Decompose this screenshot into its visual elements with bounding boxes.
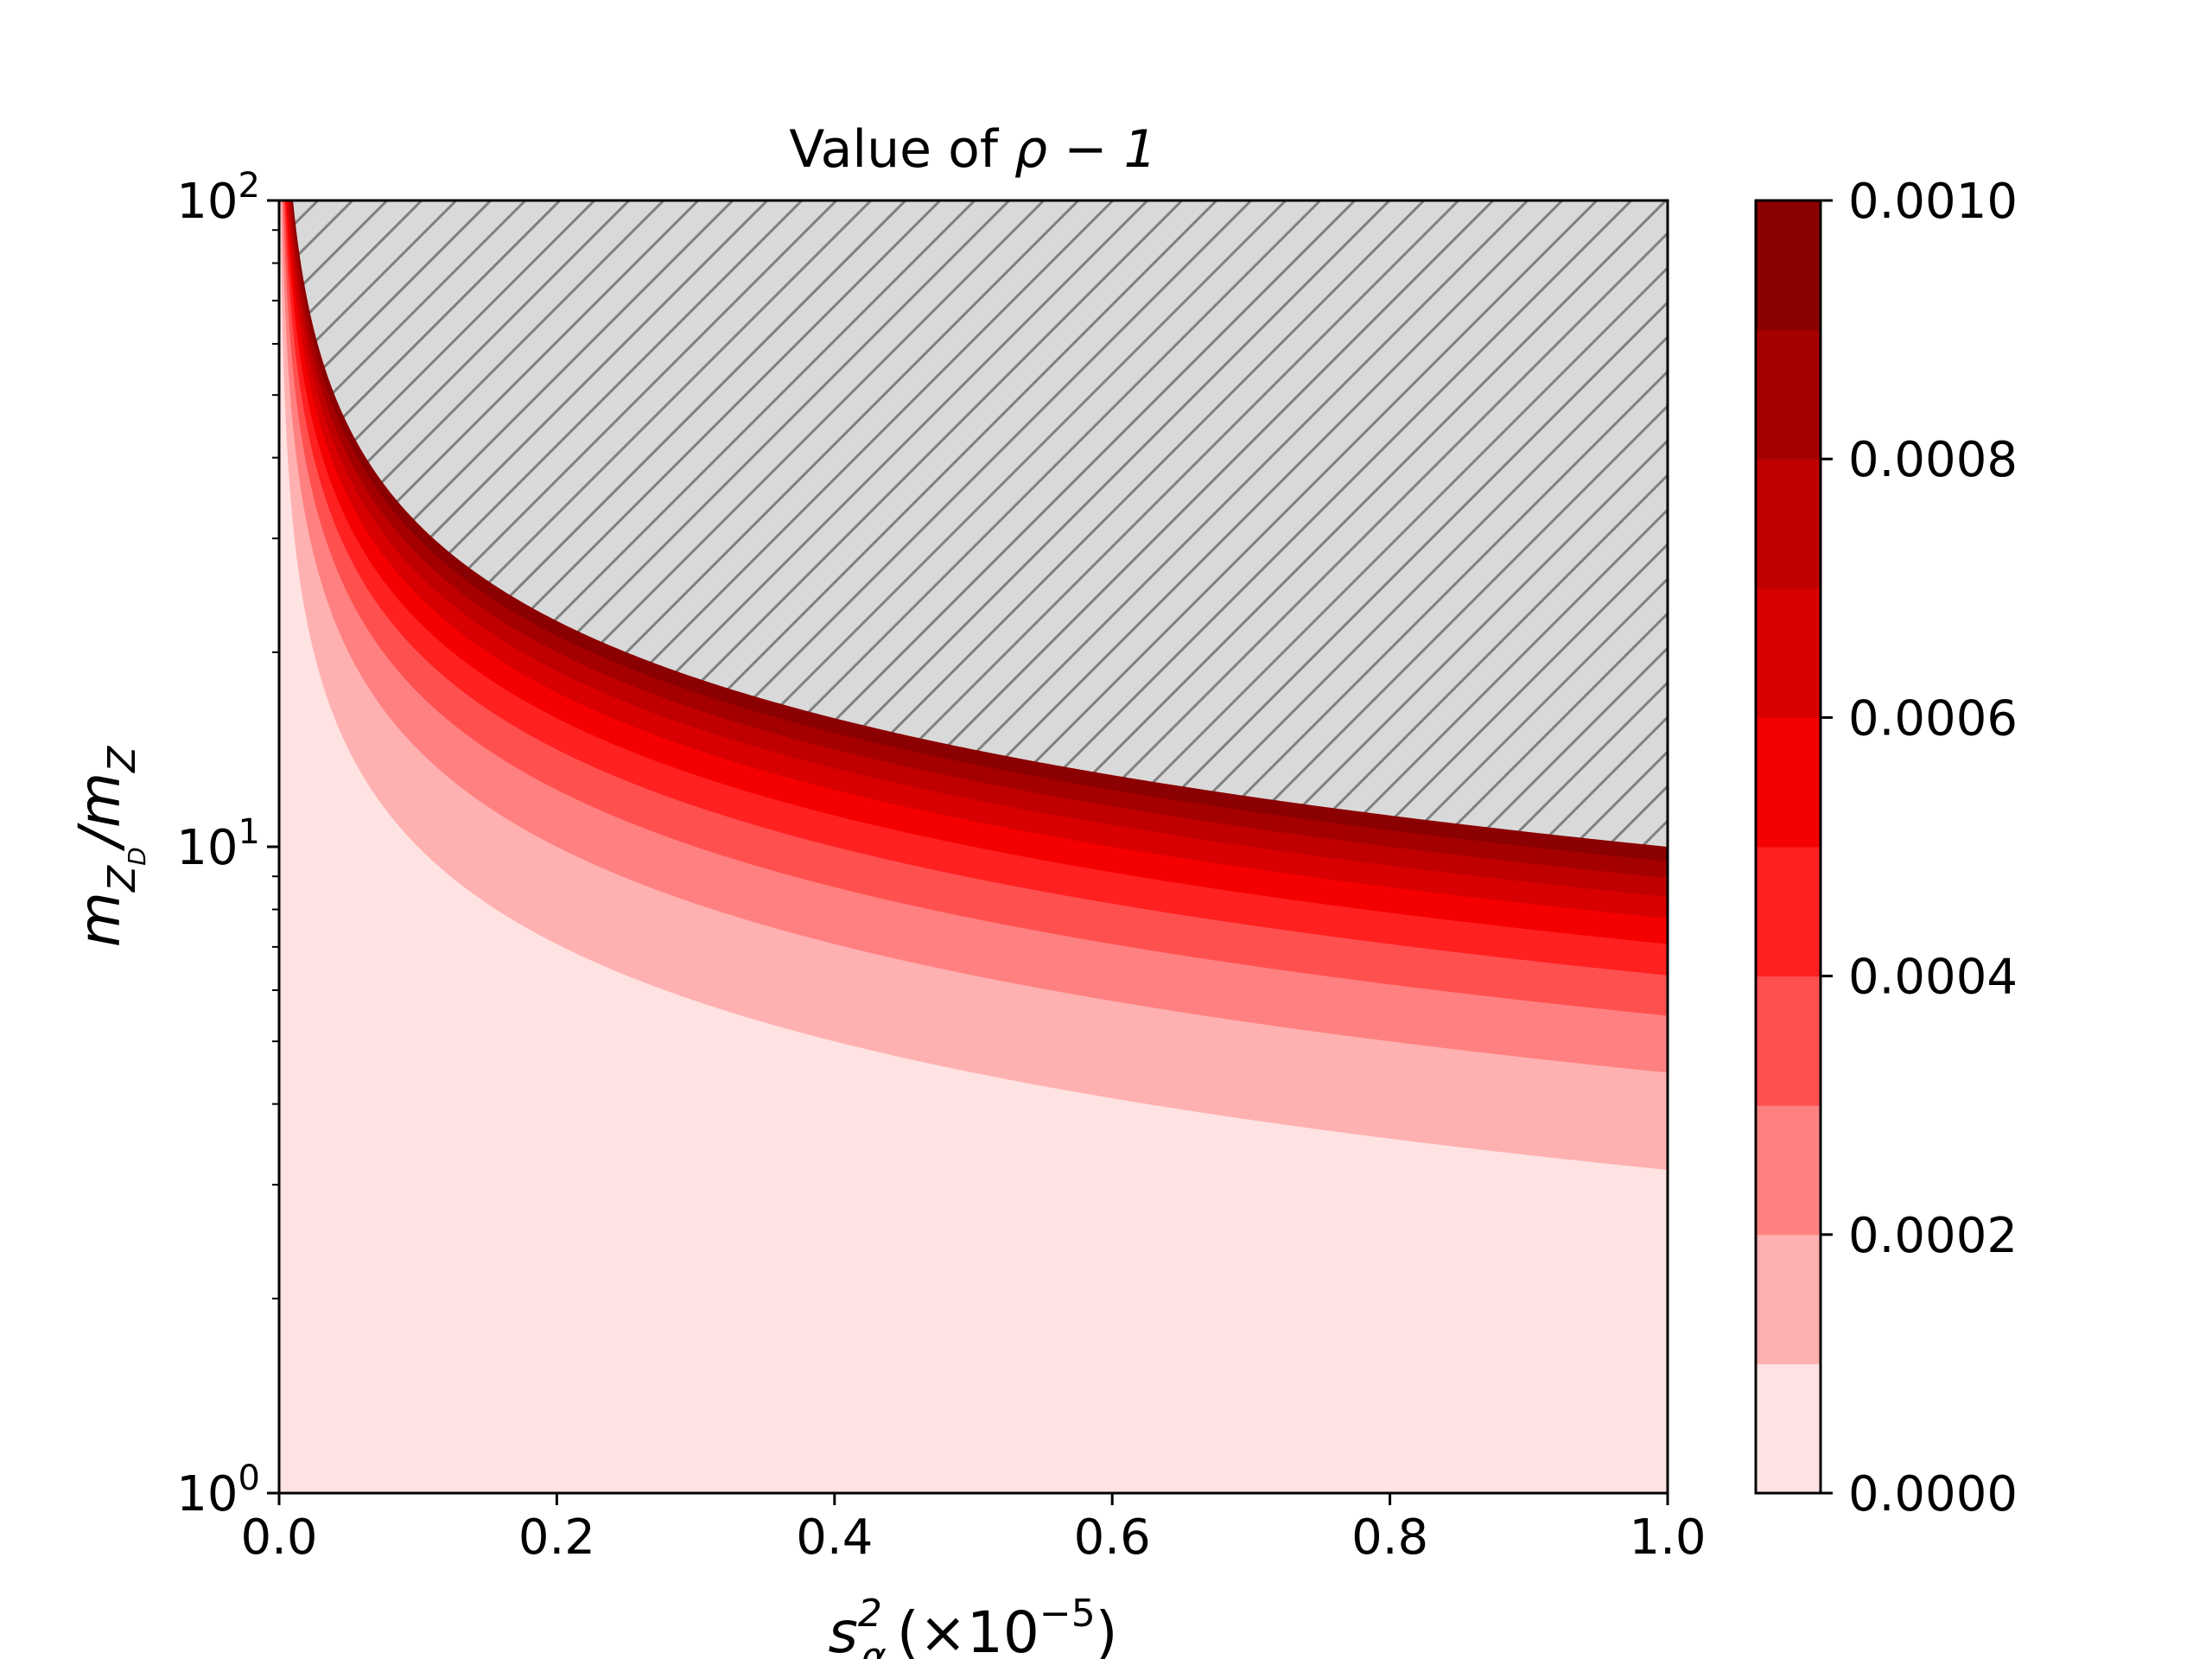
x-tick-label: 0.0: [240, 1510, 317, 1566]
x-tick-label: 0.4: [796, 1510, 873, 1566]
chart-title: Value of ρ − 1: [789, 119, 1156, 180]
colorbar-segment: [1756, 200, 1821, 331]
x-axis: 0.0 0.2 0.4 0.6 0.8 1.0: [240, 1493, 1707, 1566]
y-tick-label: 101: [176, 812, 260, 876]
colorbar-tick-label: 0.0002: [1848, 1208, 2018, 1264]
colorbar-segment: [1756, 976, 1821, 1106]
colorbar-segment: [1756, 588, 1821, 718]
x-tick-label: 1.0: [1629, 1510, 1706, 1566]
colorbar-segment: [1756, 459, 1821, 589]
colorbar-segment: [1756, 1234, 1821, 1364]
colorbar-tick-label: 0.0010: [1848, 174, 2018, 230]
colorbar-segment: [1756, 847, 1821, 977]
colorbar-tick-label: 0.0006: [1848, 690, 2018, 747]
x-tick-label: 0.8: [1351, 1510, 1428, 1566]
x-tick-label: 0.2: [518, 1510, 595, 1566]
x-tick-label: 0.6: [1074, 1510, 1151, 1566]
colorbar-tick-label: 0.0008: [1848, 432, 2018, 488]
colorbar-segment: [1756, 329, 1821, 460]
contour-band-0: [279, 200, 1668, 1493]
plot-area: [279, 200, 1668, 1493]
colorbar-tick-label: 0.0004: [1848, 950, 2018, 1006]
y-tick-label: 100: [176, 1459, 260, 1522]
colorbar-tick-label: 0.0000: [1848, 1466, 2018, 1522]
colorbar-frame: [1754, 199, 1822, 1495]
y-axis: 100 101 102: [176, 166, 279, 1522]
colorbar: [1756, 200, 1821, 1494]
colorbar-ticks: 0.0000 0.0002 0.0004 0.0006 0.0008 0.0010: [1821, 174, 2018, 1522]
y-axis-label: mZD/mZ: [67, 746, 151, 948]
y-tick-label: 102: [176, 166, 260, 230]
colorbar-segment: [1756, 1363, 1821, 1494]
colorbar-segment: [1756, 1105, 1821, 1236]
colorbar-segment: [1756, 717, 1821, 848]
x-axis-label: s2 α (×10−5): [828, 1592, 1117, 1659]
